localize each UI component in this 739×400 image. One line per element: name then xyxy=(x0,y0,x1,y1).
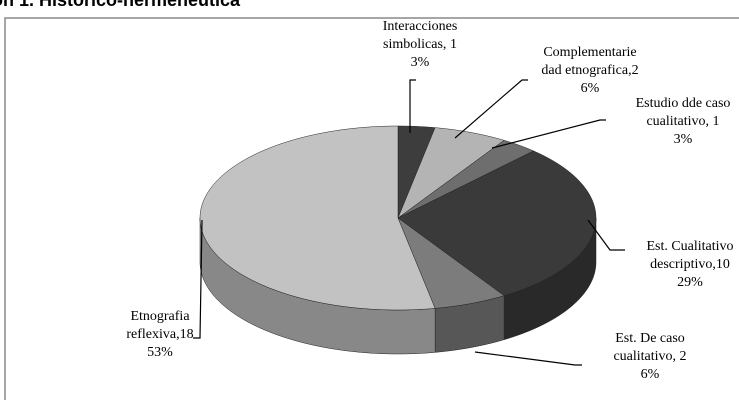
label-line: Est. Cualitativo xyxy=(646,239,733,254)
label-line: descriptivo, xyxy=(650,257,716,272)
pie xyxy=(199,125,597,355)
chart-title: ón 1. Histórico-hermenéutica xyxy=(0,0,241,10)
label-percent: 29% xyxy=(677,275,703,290)
leader-line xyxy=(474,351,582,366)
data-label: Estudio dde caso cualitativo, 1 3% xyxy=(636,96,731,147)
label-line: Etnografia xyxy=(130,309,190,324)
label-line: Complementarie xyxy=(543,45,636,60)
label-count: 2 xyxy=(680,349,687,364)
slice xyxy=(397,140,535,219)
leader-line xyxy=(409,79,416,133)
label-line: Interacciones xyxy=(383,19,458,34)
label-line: cualitativo, xyxy=(646,114,712,129)
data-label: Interacciones simbolicas, 1 3% xyxy=(383,19,458,70)
label-line: simbolicas, xyxy=(383,37,450,52)
label-line: dad etnografica, xyxy=(541,63,631,78)
leader-line xyxy=(454,79,528,139)
label-percent: 3% xyxy=(411,55,430,70)
label-line: Estudio dde caso xyxy=(636,96,731,111)
label-percent: 6% xyxy=(641,367,660,382)
label-line: Est. De caso xyxy=(615,331,685,346)
label-count: 1 xyxy=(450,37,457,52)
slice xyxy=(397,217,505,309)
leader-line xyxy=(193,219,203,339)
label-count: 10 xyxy=(716,257,730,272)
slice xyxy=(397,150,597,296)
label-line: reflexiva, xyxy=(126,327,179,342)
label-percent: 6% xyxy=(581,81,600,96)
label-count: 1 xyxy=(713,114,720,129)
leader-line xyxy=(491,119,606,149)
data-label: Etnografia reflexiva,18 53% xyxy=(126,309,193,360)
label-line: cualitativo, xyxy=(613,349,679,364)
slice xyxy=(199,125,436,311)
data-label: Complementarie dad etnografica,2 6% xyxy=(541,45,638,96)
label-percent: 3% xyxy=(674,132,693,147)
slice xyxy=(397,127,505,219)
label-percent: 53% xyxy=(147,345,173,360)
label-count: 18 xyxy=(180,327,194,342)
label-count: 2 xyxy=(632,63,639,78)
data-label: Est. Cualitativo descriptivo,10 29% xyxy=(646,239,733,290)
leader-line xyxy=(587,219,625,251)
data-label: Est. De caso cualitativo, 2 6% xyxy=(613,331,686,382)
